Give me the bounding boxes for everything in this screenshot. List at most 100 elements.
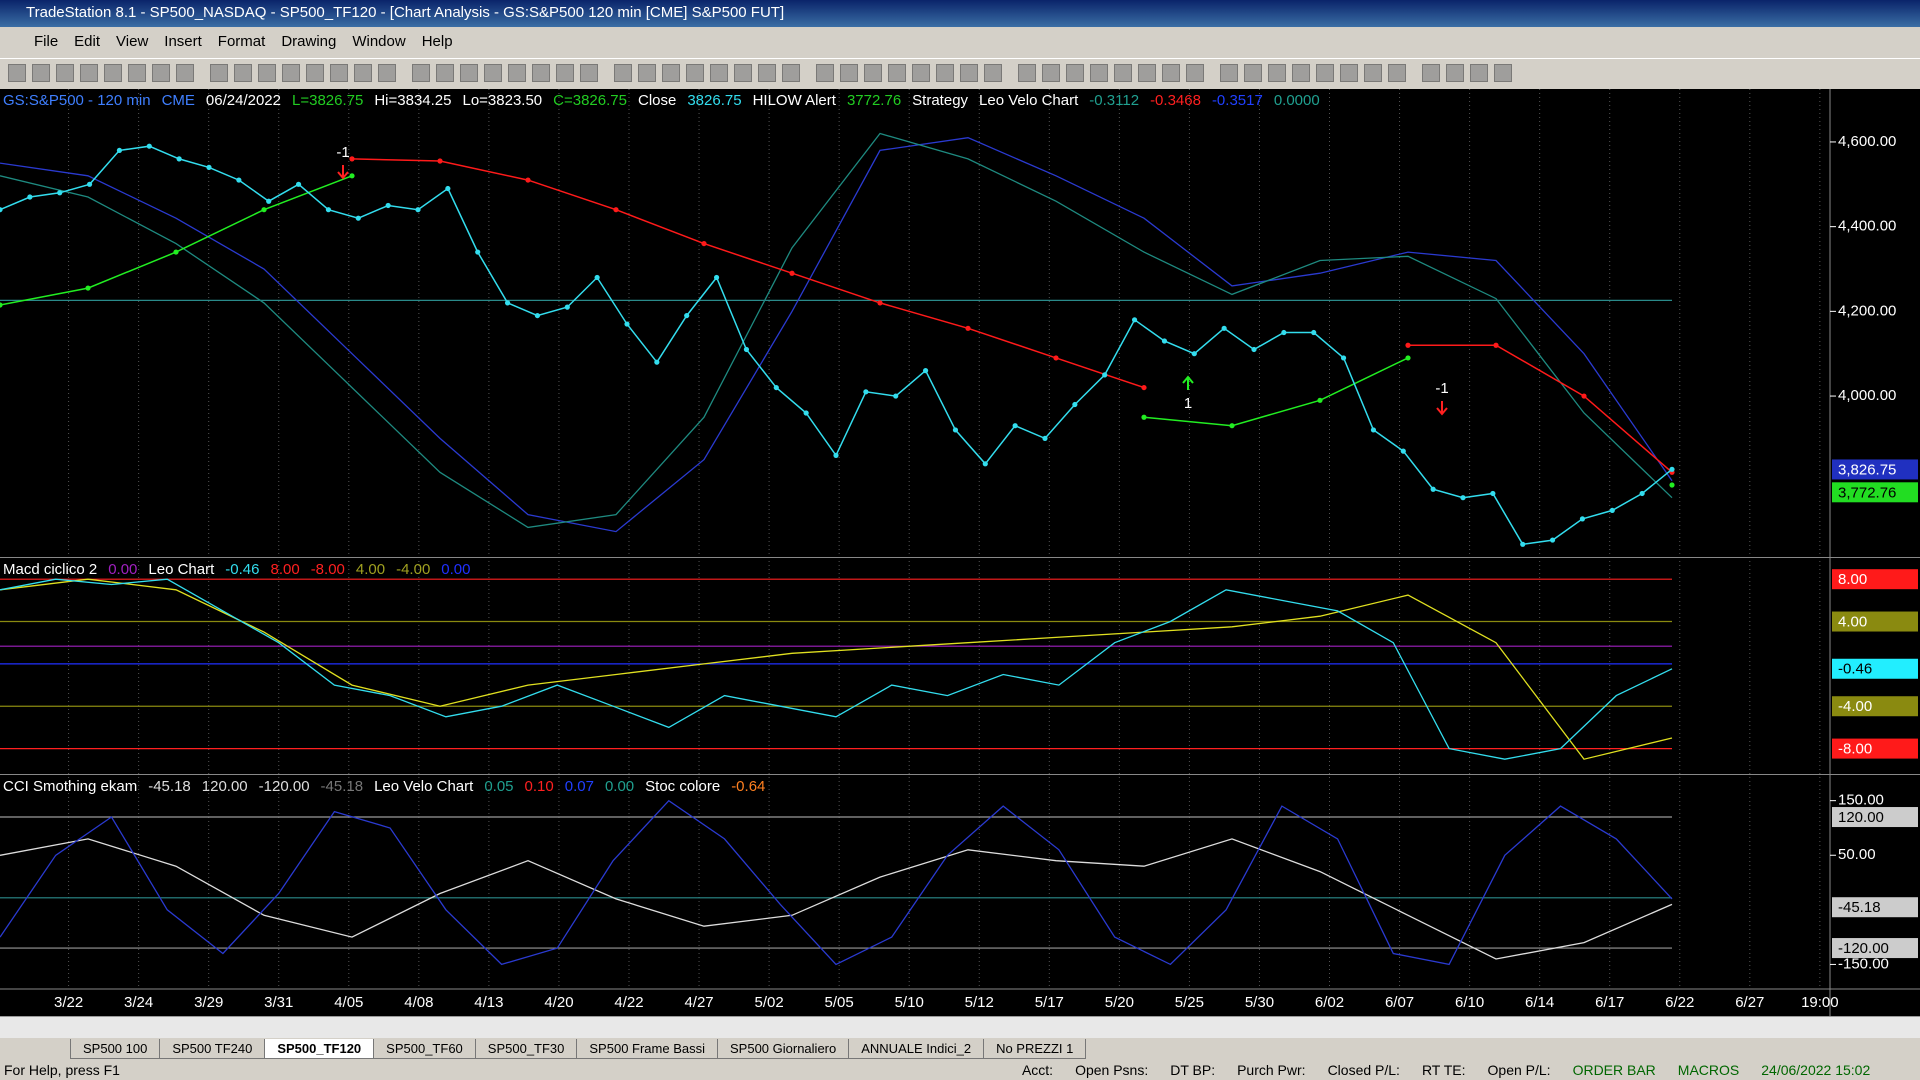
tool-icon[interactable] bbox=[306, 64, 324, 82]
tool-icon[interactable] bbox=[556, 64, 574, 82]
tool-icon[interactable] bbox=[460, 64, 478, 82]
tool-icon[interactable] bbox=[912, 64, 930, 82]
sheet-tab[interactable]: SP500 Frame Bassi bbox=[576, 1039, 718, 1059]
series-dot bbox=[701, 240, 707, 247]
tool-icon[interactable] bbox=[614, 64, 632, 82]
tool-icon[interactable] bbox=[210, 64, 228, 82]
tool-icon[interactable] bbox=[1114, 64, 1132, 82]
tool-icon[interactable] bbox=[662, 64, 680, 82]
tool-icon[interactable] bbox=[1494, 64, 1512, 82]
series-dot bbox=[295, 181, 302, 187]
menu-item[interactable]: View bbox=[116, 33, 149, 50]
sheet-tab[interactable]: SP500 Giornaliero bbox=[717, 1039, 850, 1059]
toolbar bbox=[0, 58, 1920, 88]
tool-icon[interactable] bbox=[258, 64, 276, 82]
tool-icon[interactable] bbox=[1388, 64, 1406, 82]
sheet-tab[interactable]: SP500_TF30 bbox=[474, 1039, 578, 1059]
series-dot bbox=[415, 207, 421, 213]
tool-icon[interactable] bbox=[1162, 64, 1180, 82]
tool-icon[interactable] bbox=[782, 64, 800, 82]
tool-icon[interactable] bbox=[32, 64, 50, 82]
tool-icon[interactable] bbox=[378, 64, 396, 82]
tool-icon[interactable] bbox=[176, 64, 194, 82]
tool-icon[interactable] bbox=[840, 64, 858, 82]
tool-icon[interactable] bbox=[330, 64, 348, 82]
tool-icon[interactable] bbox=[1138, 64, 1156, 82]
tool-icon[interactable] bbox=[104, 64, 122, 82]
series-dot bbox=[863, 389, 869, 395]
tool-icon[interactable] bbox=[152, 64, 170, 82]
tool-icon[interactable] bbox=[734, 64, 752, 82]
sheet-tab[interactable]: SP500_TF120 bbox=[264, 1039, 375, 1059]
sheet-tab[interactable]: SP500 100 bbox=[70, 1039, 161, 1059]
tool-icon[interactable] bbox=[1340, 64, 1358, 82]
tool-icon[interactable] bbox=[758, 64, 776, 82]
scrollbar[interactable] bbox=[0, 1016, 1920, 1038]
legend-item: 3826.75 bbox=[687, 92, 741, 109]
status-field: Open Psns: bbox=[1075, 1062, 1149, 1078]
tool-icon[interactable] bbox=[1090, 64, 1108, 82]
tool-icon[interactable] bbox=[686, 64, 704, 82]
menu-item[interactable]: Format bbox=[217, 33, 266, 50]
menu-item[interactable]: Insert bbox=[164, 33, 202, 50]
legend-item: 0.00 bbox=[441, 561, 470, 578]
tool-icon[interactable] bbox=[1186, 64, 1204, 82]
tool-icon[interactable] bbox=[56, 64, 74, 82]
tool-icon[interactable] bbox=[532, 64, 550, 82]
x-tick-label: 5/12 bbox=[965, 994, 994, 1011]
menu-item[interactable]: Drawing bbox=[281, 33, 337, 50]
tool-icon[interactable] bbox=[1292, 64, 1310, 82]
y-tick-label: -150.00 bbox=[1838, 955, 1889, 972]
tool-icon[interactable] bbox=[234, 64, 252, 82]
tool-icon[interactable] bbox=[412, 64, 430, 82]
tool-icon[interactable] bbox=[1364, 64, 1382, 82]
tool-icon[interactable] bbox=[580, 64, 598, 82]
tool-icon[interactable] bbox=[1268, 64, 1286, 82]
tool-icon[interactable] bbox=[1470, 64, 1488, 82]
tool-icon[interactable] bbox=[436, 64, 454, 82]
x-tick-label: 3/24 bbox=[124, 994, 153, 1011]
tool-icon[interactable] bbox=[508, 64, 526, 82]
tool-icon[interactable] bbox=[1018, 64, 1036, 82]
tool-icon[interactable] bbox=[1446, 64, 1464, 82]
tool-icon[interactable] bbox=[888, 64, 906, 82]
tool-icon[interactable] bbox=[710, 64, 728, 82]
tool-icon[interactable] bbox=[960, 64, 978, 82]
sheet-tab[interactable]: No PREZZI 1 bbox=[983, 1039, 1087, 1059]
tool-icon[interactable] bbox=[638, 64, 656, 82]
menu-item[interactable]: File bbox=[34, 33, 59, 50]
x-tick-label: 6/10 bbox=[1455, 994, 1484, 1011]
series-dot bbox=[1340, 355, 1347, 361]
tool-icon[interactable] bbox=[1316, 64, 1334, 82]
tool-icon[interactable] bbox=[8, 64, 26, 82]
sheet-tab[interactable]: SP500 TF240 bbox=[159, 1039, 266, 1059]
menu-item[interactable]: Help bbox=[421, 33, 453, 50]
series-dot bbox=[1405, 355, 1411, 361]
tool-icon[interactable] bbox=[354, 64, 372, 82]
series-dot bbox=[385, 202, 391, 209]
tool-icon[interactable] bbox=[1066, 64, 1084, 82]
tool-icon[interactable] bbox=[1220, 64, 1238, 82]
tool-icon[interactable] bbox=[80, 64, 98, 82]
series-dot bbox=[1311, 329, 1317, 336]
tool-icon[interactable] bbox=[484, 64, 502, 82]
series-dot bbox=[922, 368, 929, 374]
menu-item[interactable]: Window bbox=[352, 33, 406, 50]
signal-label: -1 bbox=[1435, 380, 1448, 397]
series-dot bbox=[564, 304, 570, 310]
tool-icon[interactable] bbox=[282, 64, 300, 82]
tool-icon[interactable] bbox=[984, 64, 1002, 82]
value-marker-label: -8.00 bbox=[1838, 741, 1872, 758]
tool-icon[interactable] bbox=[864, 64, 882, 82]
sheet-tab[interactable]: SP500_TF60 bbox=[373, 1039, 476, 1059]
menu-item[interactable]: Edit bbox=[74, 33, 101, 50]
tool-icon[interactable] bbox=[128, 64, 146, 82]
sheet-tab[interactable]: ANNUALE Indici_2 bbox=[848, 1039, 985, 1059]
tool-icon[interactable] bbox=[1042, 64, 1060, 82]
tool-icon[interactable] bbox=[816, 64, 834, 82]
legend-item: 0.05 bbox=[484, 778, 513, 795]
tool-icon[interactable] bbox=[936, 64, 954, 82]
legend-item: 0.0000 bbox=[1274, 92, 1320, 109]
tool-icon[interactable] bbox=[1422, 64, 1440, 82]
tool-icon[interactable] bbox=[1244, 64, 1262, 82]
